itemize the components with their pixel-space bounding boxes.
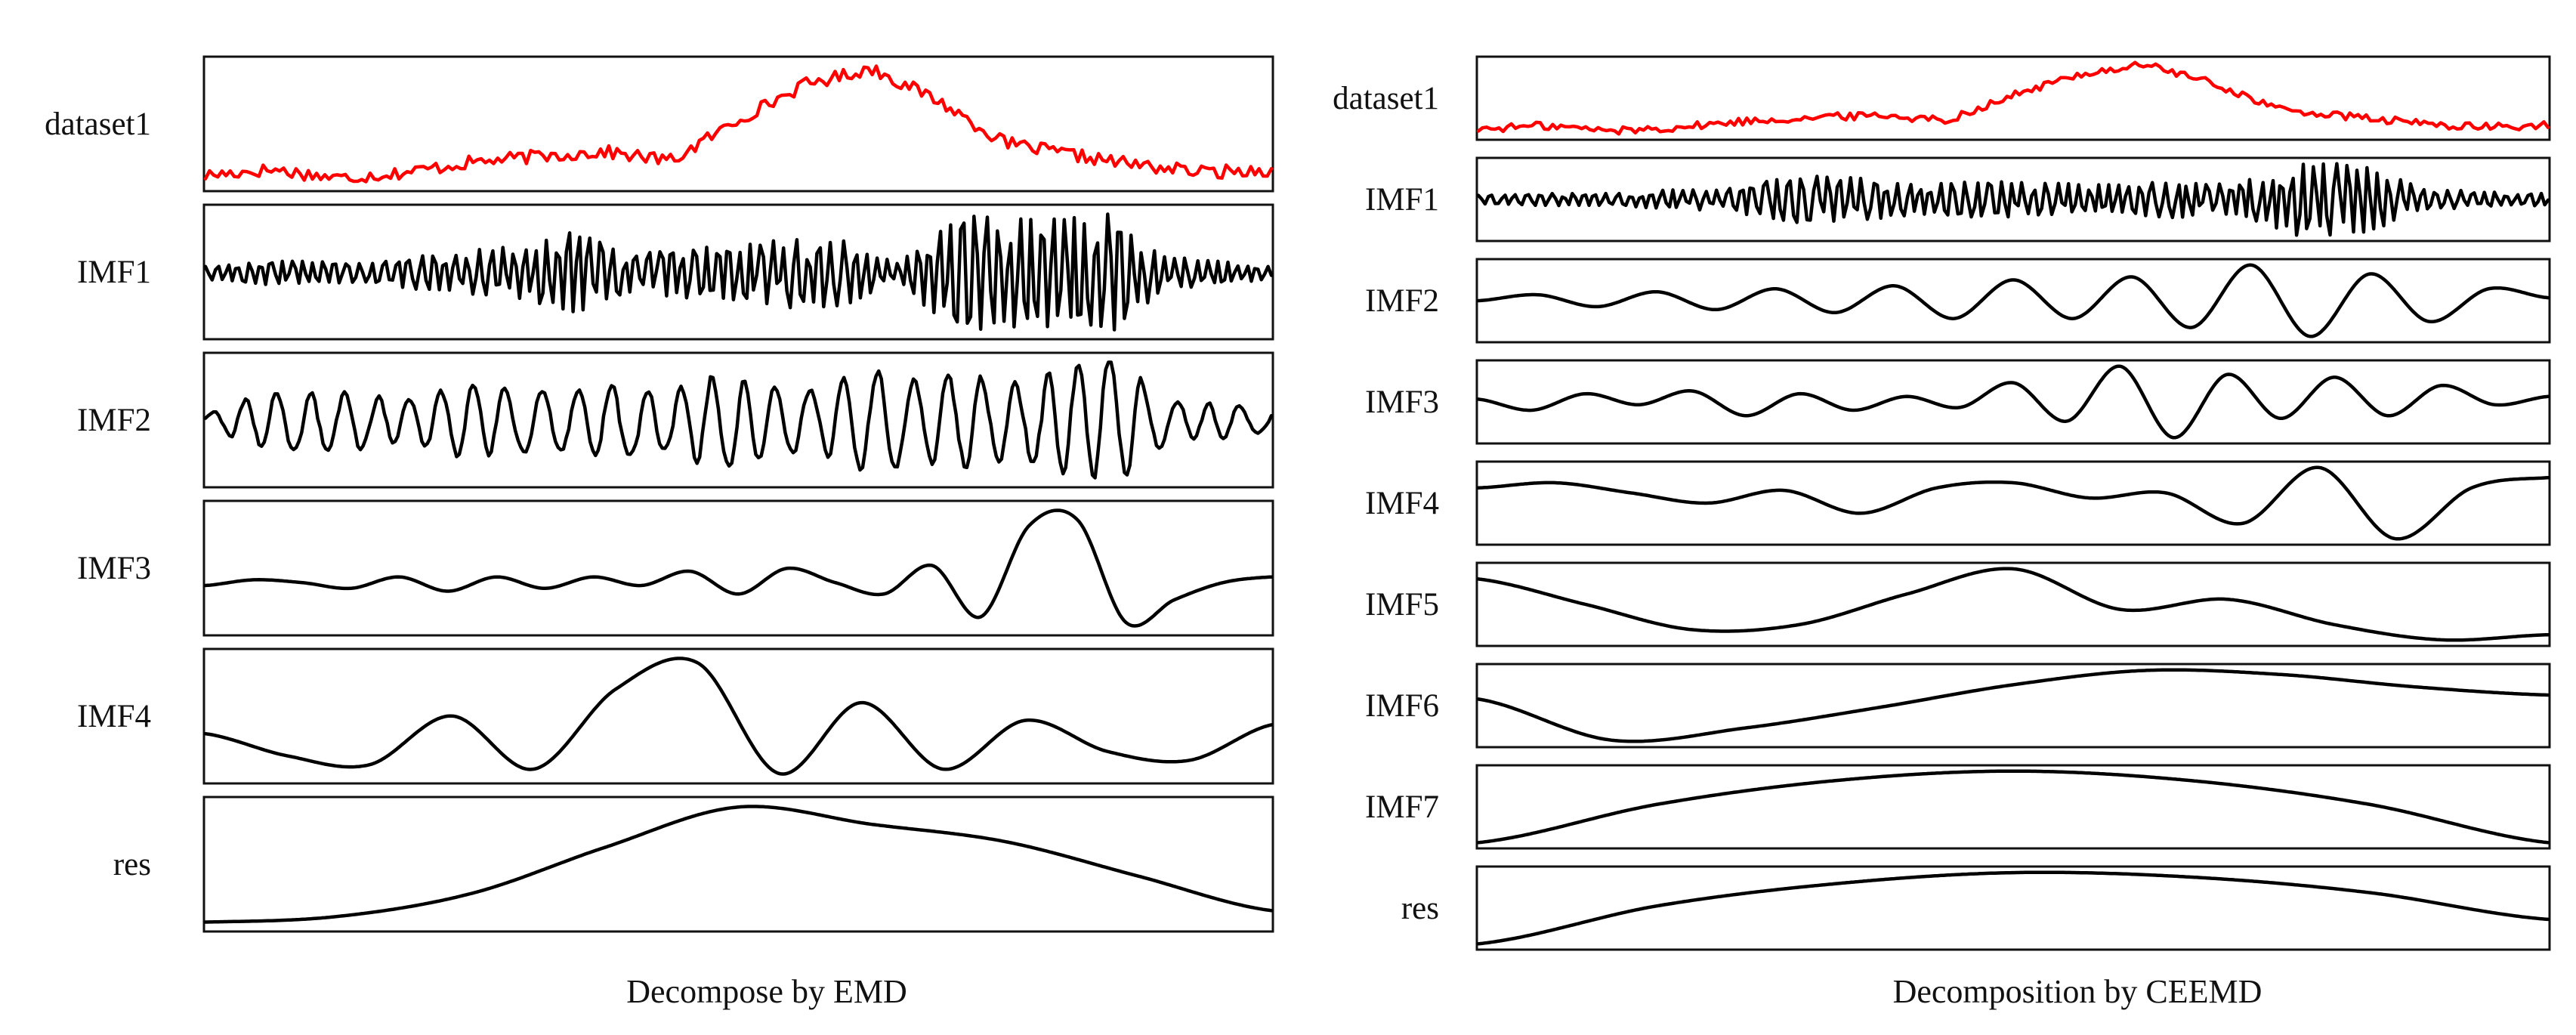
panel-frame-imf2 [1475,258,2551,344]
series-line-dataset1 [1476,60,2550,136]
series-line-imf4 [203,657,1274,776]
panel-frame-imf6 [1475,663,2551,749]
panel-frame-imf3 [1475,359,2551,445]
panel-label-res: res [113,847,151,882]
panel-label-imf3: IMF3 [77,551,151,586]
panel-label-imf7: IMF7 [1365,789,1439,825]
panel-frame-dataset1 [1475,55,2551,141]
panel-label-dataset1: dataset1 [1333,81,1439,116]
panel-label-imf3: IMF3 [1365,385,1439,420]
series-line-res [203,805,1274,924]
panel-label-imf2: IMF2 [1365,283,1439,319]
series-line-dataset1 [203,64,1274,184]
series-line-imf5 [1476,567,2550,642]
panel-label-dataset1: dataset1 [45,107,151,142]
ceemd-caption: Decomposition by CEEMD [1893,973,2262,1010]
series-line-imf1 [1476,162,2550,237]
panel-label-imf4: IMF4 [77,699,151,734]
panel-label-imf5: IMF5 [1365,587,1439,623]
panel-label-imf2: IMF2 [77,403,151,438]
series-line-imf4 [1476,465,2550,541]
panel-label-imf6: IMF6 [1365,688,1439,724]
series-line-imf2 [203,360,1274,480]
series-line-imf1 [203,212,1274,332]
series-line-imf3 [1476,364,2550,440]
panel-label-res: res [1401,891,1439,926]
panel-label-imf1: IMF1 [1365,182,1439,218]
emd-caption: Decompose by EMD [626,973,907,1010]
panel-frame-res [202,796,1274,933]
panel-frame-imf4 [1475,460,2551,546]
panel-frame-imf4 [202,647,1274,785]
panel-frame-res [1475,865,2551,951]
series-line-imf6 [1476,668,2550,743]
series-line-imf7 [1476,769,2550,845]
series-line-imf2 [1476,263,2550,338]
series-line-imf3 [203,508,1274,628]
panel-frame-imf7 [1475,764,2551,850]
series-line-res [1476,870,2550,946]
panel-label-imf1: IMF1 [77,255,151,290]
panel-frame-imf3 [202,499,1274,637]
panel-label-imf4: IMF4 [1365,486,1439,521]
